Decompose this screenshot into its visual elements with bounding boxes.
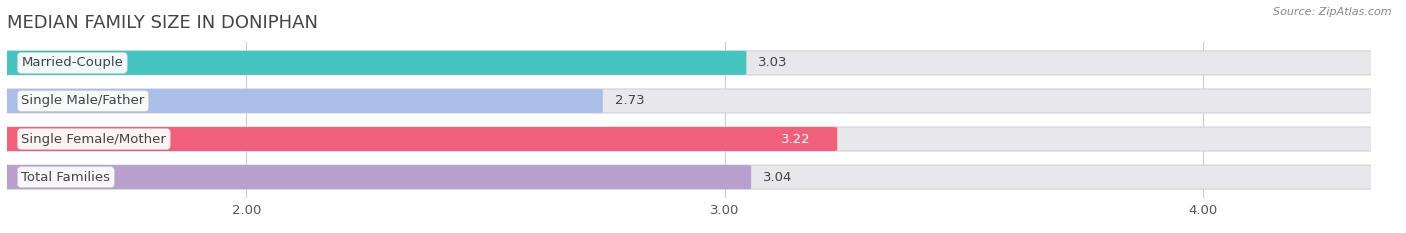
FancyBboxPatch shape [0,165,751,189]
FancyBboxPatch shape [0,127,838,151]
Text: Married-Couple: Married-Couple [21,56,124,69]
FancyBboxPatch shape [0,165,1378,189]
FancyBboxPatch shape [0,51,747,75]
FancyBboxPatch shape [0,127,1378,151]
FancyBboxPatch shape [0,89,1378,113]
FancyBboxPatch shape [0,51,1378,75]
Text: Single Male/Father: Single Male/Father [21,94,145,107]
Text: Source: ZipAtlas.com: Source: ZipAtlas.com [1274,7,1392,17]
FancyBboxPatch shape [0,89,603,113]
Text: 3.22: 3.22 [782,133,811,146]
Text: Single Female/Mother: Single Female/Mother [21,133,166,146]
Text: 2.73: 2.73 [614,94,644,107]
Text: 3.04: 3.04 [763,171,793,184]
Text: MEDIAN FAMILY SIZE IN DONIPHAN: MEDIAN FAMILY SIZE IN DONIPHAN [7,14,318,32]
Text: Total Families: Total Families [21,171,111,184]
Text: 3.03: 3.03 [758,56,787,69]
